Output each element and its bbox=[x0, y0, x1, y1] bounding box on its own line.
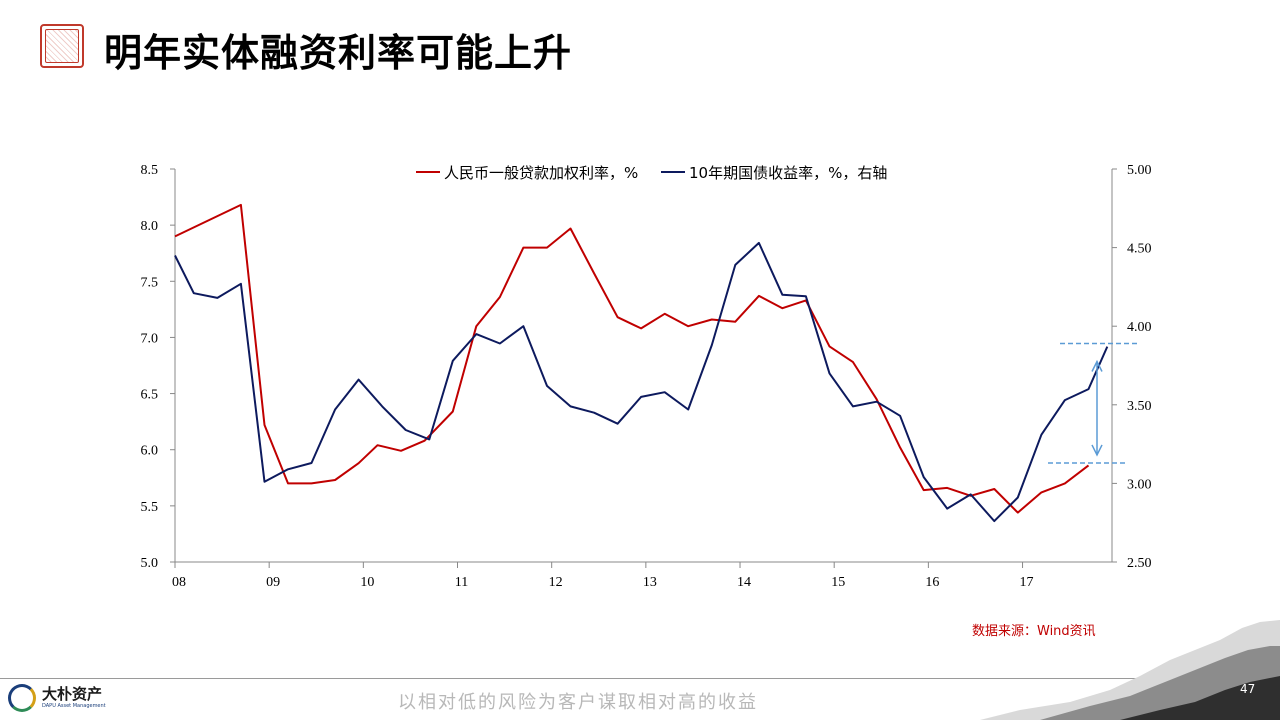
logo-circle-icon bbox=[8, 684, 36, 712]
right-axis-tick-label: 4.00 bbox=[1127, 320, 1152, 335]
right-axis-tick-label: 2.50 bbox=[1127, 556, 1152, 571]
x-axis-tick-label: 16 bbox=[925, 575, 939, 590]
logo-english-name: DAPU Asset Management bbox=[42, 703, 106, 709]
x-axis-tick-label: 15 bbox=[831, 575, 845, 590]
left-axis-tick-label: 7.5 bbox=[141, 275, 159, 290]
company-logo: 大朴资产 DAPU Asset Management bbox=[8, 684, 106, 712]
ink-landscape-decoration bbox=[980, 620, 1280, 720]
x-axis-tick-label: 14 bbox=[737, 575, 751, 590]
page-title: 明年实体融资利率可能上升 bbox=[104, 31, 573, 75]
left-axis-tick-label: 6.0 bbox=[141, 444, 159, 459]
line-chart: 5.0 5.5 6.0 6.5 7.0 7.5 8.0 8.5 2.50 3.00 3.50 4.00… bbox=[141, 163, 1152, 590]
x-axis-tick-label: 12 bbox=[549, 575, 563, 590]
logo-chinese-name: 大朴资产 bbox=[42, 685, 103, 703]
left-axis-tick-label: 5.5 bbox=[141, 500, 159, 515]
legend-label-2: 10年期国债收益率，%，右轴 bbox=[689, 164, 887, 182]
x-axis-tick-label: 10 bbox=[360, 575, 374, 590]
left-axis-tick-label: 6.5 bbox=[141, 388, 159, 403]
x-axis-tick-label: 17 bbox=[1020, 575, 1034, 590]
annotation-arrow-head-down bbox=[1091, 444, 1103, 457]
right-axis-tick-label: 4.50 bbox=[1127, 242, 1152, 257]
legend-label-1: 人民币一般贷款加权利率，% bbox=[444, 164, 638, 182]
x-axis-tick-label: 09 bbox=[266, 575, 280, 590]
series-line-2 bbox=[174, 241, 1109, 523]
series-line-1 bbox=[174, 203, 1090, 514]
brand-seal bbox=[40, 24, 84, 68]
x-axis-tick-label: 11 bbox=[455, 575, 468, 590]
x-axis-tick-label: 13 bbox=[643, 575, 657, 590]
left-axis-tick-label: 5.0 bbox=[141, 556, 159, 571]
right-axis-tick-label: 5.00 bbox=[1127, 163, 1152, 178]
seal-pattern bbox=[45, 29, 79, 63]
left-axis-tick-label: 8.5 bbox=[141, 163, 159, 178]
annotation-arrow-head-up bbox=[1091, 359, 1103, 372]
page-number: 47 bbox=[1240, 682, 1256, 696]
right-axis-tick-label: 3.50 bbox=[1127, 399, 1152, 414]
right-axis-tick-label: 3.00 bbox=[1127, 477, 1152, 492]
x-axis-tick-label: 08 bbox=[172, 575, 186, 590]
footer-slogan: 以相对低的风险为客户谋取相对高的收益 bbox=[398, 692, 758, 713]
left-axis-tick-label: 7.0 bbox=[141, 331, 159, 346]
footer-divider bbox=[0, 678, 1280, 679]
data-source-note: 数据来源：Wind资讯 bbox=[972, 624, 1096, 639]
left-axis-tick-label: 8.0 bbox=[141, 219, 159, 234]
